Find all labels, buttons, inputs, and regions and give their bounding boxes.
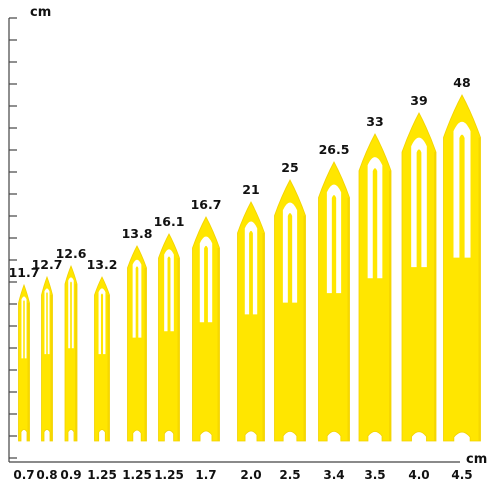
needle-slot xyxy=(367,157,383,279)
needle-slot xyxy=(199,236,213,323)
needle-body xyxy=(274,179,306,442)
needle-shade xyxy=(217,248,219,441)
needle-body xyxy=(158,233,180,442)
needle-body xyxy=(41,275,53,442)
needle-width-label: 4.5 xyxy=(451,468,473,482)
needle-slot xyxy=(326,184,342,294)
needle-shade xyxy=(478,137,480,442)
needle xyxy=(18,283,30,442)
needle-shade xyxy=(303,215,305,441)
needle-length-label: 13.8 xyxy=(121,226,153,241)
unit-label-bottom: cm xyxy=(466,452,488,467)
needle-slot xyxy=(98,288,106,355)
needle-length-label: 16.1 xyxy=(153,214,185,229)
needle-shade xyxy=(144,267,146,441)
needle-shade xyxy=(389,170,391,442)
needle-body xyxy=(358,133,392,442)
needle-width-label: 1.25 xyxy=(87,468,117,482)
needle-shade xyxy=(50,295,52,441)
needle-shade xyxy=(434,152,436,441)
needle-length-label: 21 xyxy=(242,182,260,197)
needle-length-label: 12.6 xyxy=(55,246,87,261)
needle xyxy=(401,112,437,442)
needle-width-label: 3.5 xyxy=(364,468,386,482)
needle-body xyxy=(64,264,78,442)
needle-shade xyxy=(262,233,264,441)
needle-body xyxy=(18,283,30,442)
needle-width-label: 0.9 xyxy=(60,468,82,482)
needle xyxy=(318,161,350,442)
needle xyxy=(64,264,78,442)
needle-slot xyxy=(453,121,471,258)
needle-body xyxy=(318,161,350,442)
needle-width-label: 2.5 xyxy=(279,468,301,482)
needle-shade xyxy=(177,258,179,441)
needle xyxy=(41,275,53,442)
needle xyxy=(274,179,306,442)
needle-body xyxy=(443,94,481,442)
needle-shade xyxy=(347,197,349,441)
needle-width-label: 3.4 xyxy=(323,468,345,482)
unit-label-top: cm xyxy=(30,5,52,20)
needle-width-label: 0.8 xyxy=(36,468,58,482)
needle-slot xyxy=(164,249,174,332)
needle-width-label: 1.25 xyxy=(122,468,152,482)
needle-body xyxy=(237,201,265,442)
needle-length-label: 48 xyxy=(453,75,471,90)
needle xyxy=(443,94,481,442)
needle-slot xyxy=(411,137,427,268)
needle-length-label: 13.2 xyxy=(86,257,118,272)
needle xyxy=(94,276,110,442)
needle xyxy=(192,216,220,442)
needle-length-label: 11.7 xyxy=(8,265,40,280)
needle-width-label: 0.7 xyxy=(13,468,35,482)
needle-length-label: 25 xyxy=(281,160,299,175)
needle-shade xyxy=(75,284,77,441)
needle xyxy=(237,201,265,442)
needle-body xyxy=(94,276,110,442)
needle-slot xyxy=(21,296,27,359)
needle-body xyxy=(401,112,437,442)
needle-shade xyxy=(107,295,109,441)
needle-width-label: 2.0 xyxy=(240,468,262,482)
needle xyxy=(358,133,392,442)
needle-length-label: 16.7 xyxy=(190,197,222,212)
needle-slot xyxy=(44,288,50,355)
needle-width-label: 1.25 xyxy=(154,468,184,482)
needle xyxy=(158,233,180,442)
needle-slot xyxy=(282,202,298,303)
needle-shade xyxy=(27,303,29,441)
needle-length-label: 26.5 xyxy=(318,142,350,157)
needle-slot xyxy=(68,277,74,349)
needle-slot xyxy=(132,259,142,338)
needle-width-label: 1.7 xyxy=(195,468,217,482)
needle-body xyxy=(127,245,147,442)
needle-slot xyxy=(244,221,258,315)
needle-length-label: 12.7 xyxy=(31,257,63,272)
needle-length-label: 33 xyxy=(366,114,384,129)
needle xyxy=(127,245,147,442)
needle-width-label: 4.0 xyxy=(408,468,430,482)
needle-length-label: 39 xyxy=(410,93,428,108)
needle-body xyxy=(192,216,220,442)
